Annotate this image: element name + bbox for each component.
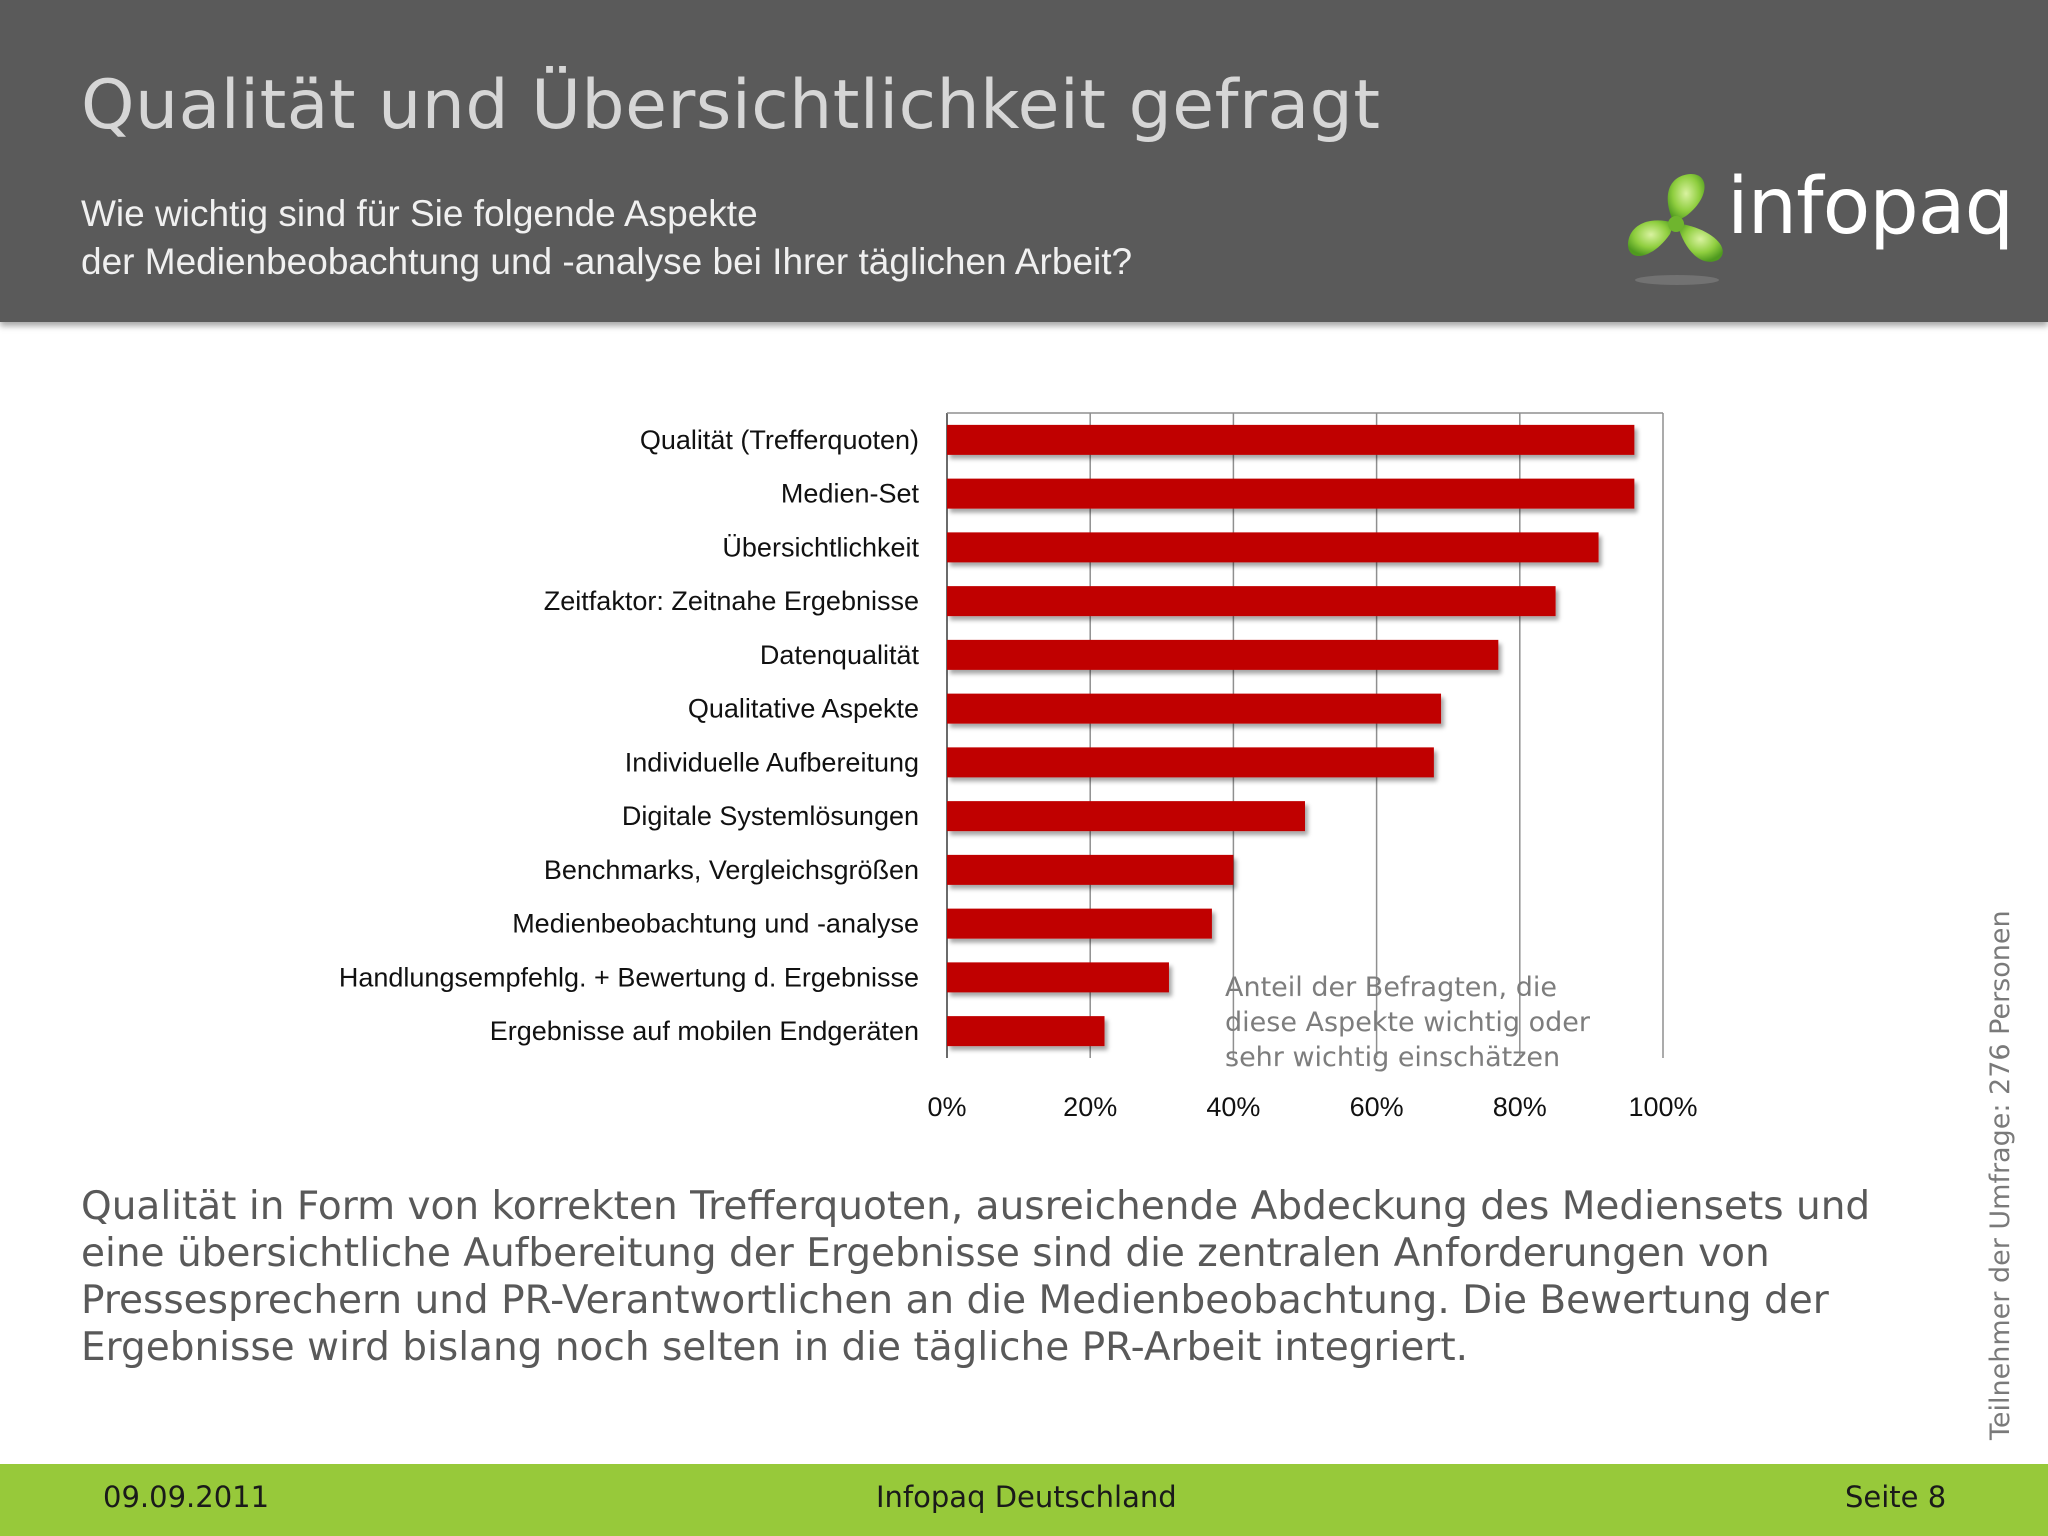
- bar: [947, 693, 1442, 724]
- bar: [947, 854, 1234, 885]
- chart-annotation-line-1: Anteil der Befragten, die: [1225, 972, 1557, 1003]
- slide-title: Qualität und Übersichtlichkeit gefragt: [81, 66, 1381, 145]
- bar: [947, 424, 1635, 455]
- bar: [947, 801, 1305, 832]
- category-label: Digitale Systemlösungen: [622, 801, 919, 831]
- x-tick-label: 40%: [1206, 1092, 1260, 1122]
- chart-gridlines: [946, 412, 1664, 1058]
- summary-line-4: Ergebnisse wird bislang noch selten in d…: [81, 1325, 1469, 1370]
- category-label: Medien-Set: [781, 479, 920, 509]
- summary-line-1: Qualität in Form von korrekten Trefferqu…: [81, 1184, 1871, 1229]
- category-label: Qualität (Trefferquoten): [640, 425, 919, 455]
- chart-category-labels: Qualität (Trefferquoten) Medien-Set Übersi…: [339, 425, 920, 1046]
- chart-bars: [947, 424, 1635, 1047]
- chart-annotation-line-2: diese Aspekte wichtig oder: [1225, 1007, 1590, 1038]
- chart-annotation: Anteil der Befragten, die diese Aspekte …: [1225, 970, 1645, 1075]
- x-tick-label: 20%: [1063, 1092, 1117, 1122]
- x-tick-label: 100%: [1628, 1092, 1697, 1122]
- footer-page-number: Seite 8: [1845, 1480, 1947, 1514]
- category-label: Ergebnisse auf mobilen Endgeräten: [490, 1016, 919, 1046]
- bar: [947, 962, 1169, 993]
- bar: [947, 639, 1499, 670]
- slide-header: Qualität und Übersichtlichkeit gefragt W…: [0, 0, 2048, 322]
- bar: [947, 478, 1635, 509]
- summary-line-3: Pressesprechern und PR-Verantwortlichen …: [81, 1278, 1829, 1323]
- category-label: Qualitative Aspekte: [688, 694, 919, 724]
- chart-tick-labels: 0% 20% 40% 60% 80% 100%: [927, 1092, 1697, 1122]
- slide-footer: 09.09.2011 Infopaq Deutschland Seite 8: [0, 1464, 2048, 1536]
- category-label: Individuelle Aufbereitung: [625, 747, 919, 777]
- footer-date: 09.09.2011: [103, 1480, 270, 1514]
- chart-annotation-line-3: sehr wichtig einschätzen: [1225, 1042, 1561, 1073]
- propeller-logo-icon: [1627, 173, 1723, 285]
- x-tick-label: 80%: [1493, 1092, 1547, 1122]
- subtitle-line-2: der Medienbeobachtung und -analyse bei I…: [81, 241, 1133, 282]
- bar: [947, 532, 1599, 563]
- summary-text: Qualität in Form von korrekten Trefferqu…: [81, 1183, 1941, 1371]
- footer-company: Infopaq Deutschland: [876, 1480, 1177, 1514]
- participants-note: Teilnehmer der Umfrage: 276 Personen: [1985, 910, 2016, 1440]
- category-label: Benchmarks, Vergleichsgrößen: [544, 855, 919, 885]
- logo-text: infopaq: [1727, 162, 2014, 252]
- infopaq-logo: infopaq: [1622, 162, 2014, 288]
- category-label: Übersichtlichkeit: [722, 532, 919, 562]
- bar: [947, 908, 1212, 939]
- summary-line-2: eine übersichtliche Aufbereitung der Erg…: [81, 1231, 1770, 1276]
- category-label: Medienbeobachtung und -analyse: [512, 909, 919, 939]
- bar: [947, 586, 1556, 617]
- slide-subtitle: Wie wichtig sind für Sie folgende Aspekt…: [81, 190, 1132, 286]
- x-tick-label: 0%: [927, 1092, 966, 1122]
- bar: [947, 1016, 1105, 1047]
- subtitle-line-1: Wie wichtig sind für Sie folgende Aspekt…: [81, 193, 758, 234]
- category-label: Zeitfaktor: Zeitnahe Ergebnisse: [544, 586, 919, 616]
- category-label: Datenqualität: [760, 640, 920, 670]
- bar: [947, 747, 1434, 778]
- bar-chart: Qualität (Trefferquoten) Medien-Set Übersi…: [339, 412, 1698, 1122]
- category-label: Handlungsempfehlg. + Bewertung d. Ergebn…: [339, 962, 919, 992]
- x-tick-label: 60%: [1350, 1092, 1404, 1122]
